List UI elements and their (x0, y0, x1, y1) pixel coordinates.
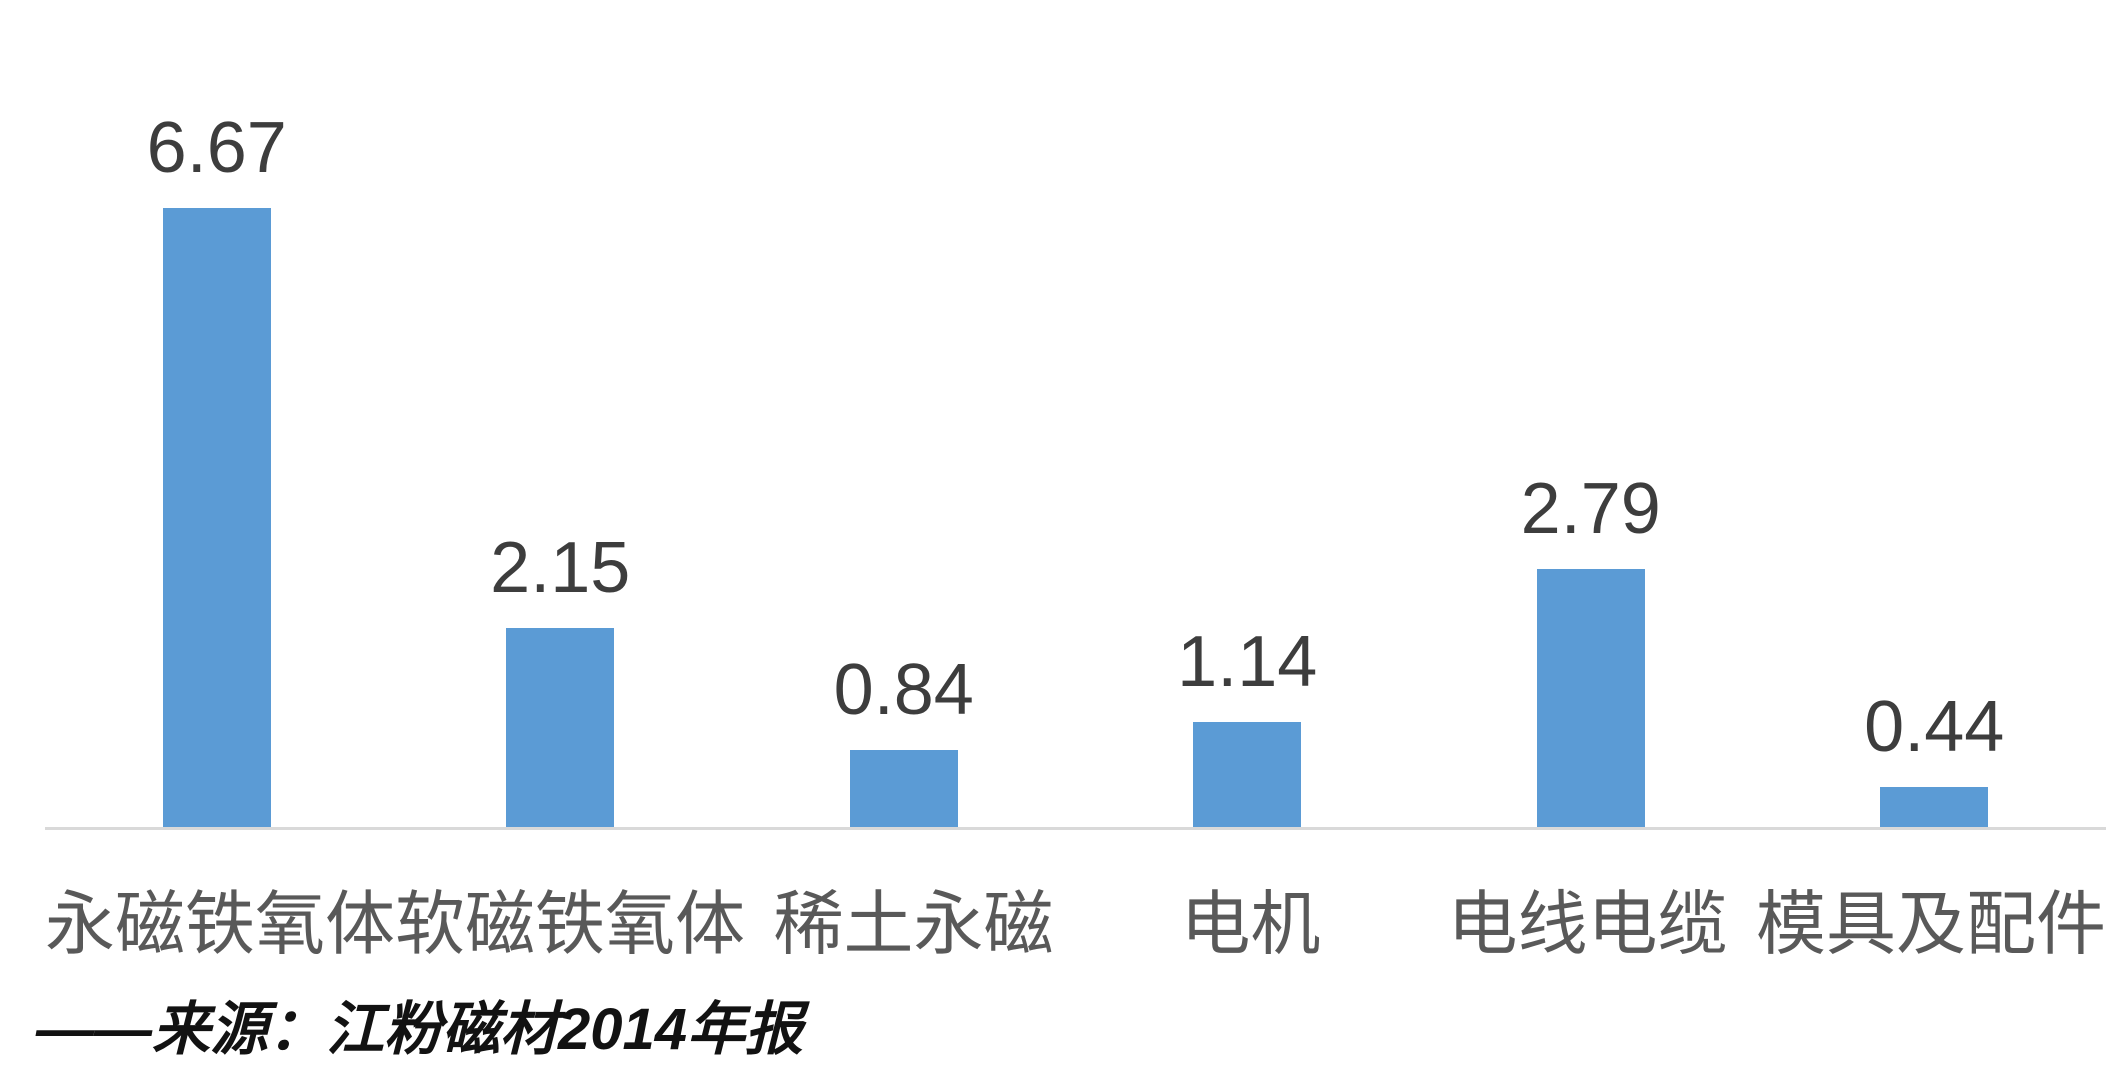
bar-value-label: 0.44 (1864, 687, 2005, 767)
category-label: 软磁铁氧体 (395, 885, 745, 963)
bar (162, 208, 271, 828)
bar-group: 1.14 (1076, 0, 1420, 828)
bar (506, 628, 615, 828)
plot-area: 6.67 2.15 0.84 1.14 2.79 0.44 (45, 0, 2106, 828)
bar-value-label: 2.79 (1520, 469, 1661, 549)
bar-value-label: 6.67 (146, 108, 287, 188)
source-note: ——来源：江粉磁材2014年报 (36, 997, 804, 1062)
category-label: 永磁铁氧体 (45, 885, 395, 963)
category-label: 电机 (1180, 885, 1321, 963)
bar (1880, 787, 1989, 828)
bar-value-label: 1.14 (1177, 622, 1318, 702)
category-label: 稀土永磁 (773, 885, 1054, 963)
bar (1193, 722, 1302, 828)
bar-group: 0.84 (732, 0, 1076, 828)
x-axis-labels: 永磁铁氧体 软磁铁氧体 稀土永磁 电机 电线电缆 模具及配件 (45, 830, 2106, 962)
category-label: 模具及配件 (1756, 885, 2106, 963)
x-axis-line (45, 827, 2106, 830)
bar-group: 6.67 (45, 0, 389, 828)
bar (1536, 569, 1645, 828)
category-label: 电线电缆 (1447, 885, 1728, 963)
bar-value-label: 0.84 (833, 650, 974, 730)
bar-group: 0.44 (1763, 0, 2106, 828)
bar (849, 750, 958, 828)
bar-group: 2.79 (1419, 0, 1763, 828)
bar-value-label: 2.15 (490, 528, 631, 608)
bar-group: 2.15 (389, 0, 733, 828)
